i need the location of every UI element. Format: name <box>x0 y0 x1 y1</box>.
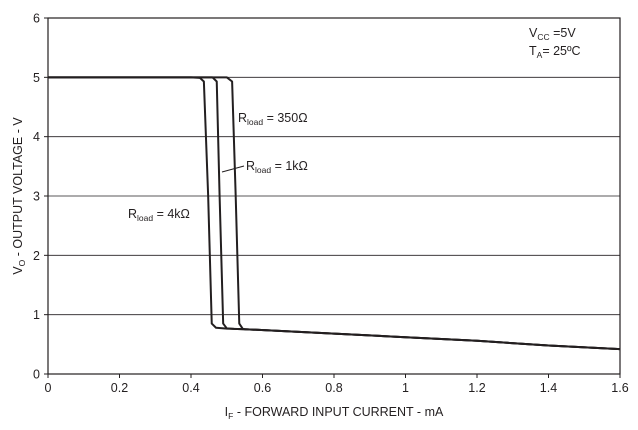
x-tick-label-0.8: 0.8 <box>325 381 342 395</box>
y-tick-label-5: 5 <box>33 71 40 85</box>
x-tick-label-0: 0 <box>45 381 52 395</box>
series-label-1k: Rload = 1kΩ <box>246 159 308 175</box>
grid-lines <box>48 76 620 316</box>
x-tick-label-1.4: 1.4 <box>540 381 557 395</box>
x-tick-label-1.6: 1.6 <box>611 381 628 395</box>
axis-ticks <box>44 17 621 378</box>
series-line-350 <box>48 76 621 351</box>
x-tick-label-1: 1 <box>402 381 409 395</box>
y-tick-label-4: 4 <box>33 130 40 144</box>
x-tick-label-0.4: 0.4 <box>182 381 199 395</box>
series-label-1k-leader <box>221 165 245 173</box>
series-label-350: Rload = 350Ω <box>238 111 308 127</box>
y-tick-label-6: 6 <box>33 12 40 26</box>
x-tick-label-1.2: 1.2 <box>468 381 485 395</box>
y-tick-label-3: 3 <box>33 190 40 204</box>
y-axis-title: VO - OUTPUT VOLTAGE - V <box>11 117 27 275</box>
x-tick-label-0.6: 0.6 <box>254 381 271 395</box>
axis-tick-labels: 0 1 2 3 4 5 6 0 0.2 0.4 0.6 0.8 1 1.2 1.4 1.6 <box>33 12 629 396</box>
x-tick-label-0.2: 0.2 <box>111 381 128 395</box>
condition-ta: TA= 25ºC <box>529 44 581 60</box>
y-tick-label-2: 2 <box>33 249 40 263</box>
series-label-4k: Rload = 4kΩ <box>128 207 190 223</box>
x-axis-title: IF - FORWARD INPUT CURRENT - mA <box>225 405 444 421</box>
series-lines <box>48 76 621 351</box>
y-tick-label-0: 0 <box>33 368 40 382</box>
condition-vcc: VCC =5V <box>529 26 576 42</box>
y-tick-label-1: 1 <box>33 308 40 322</box>
